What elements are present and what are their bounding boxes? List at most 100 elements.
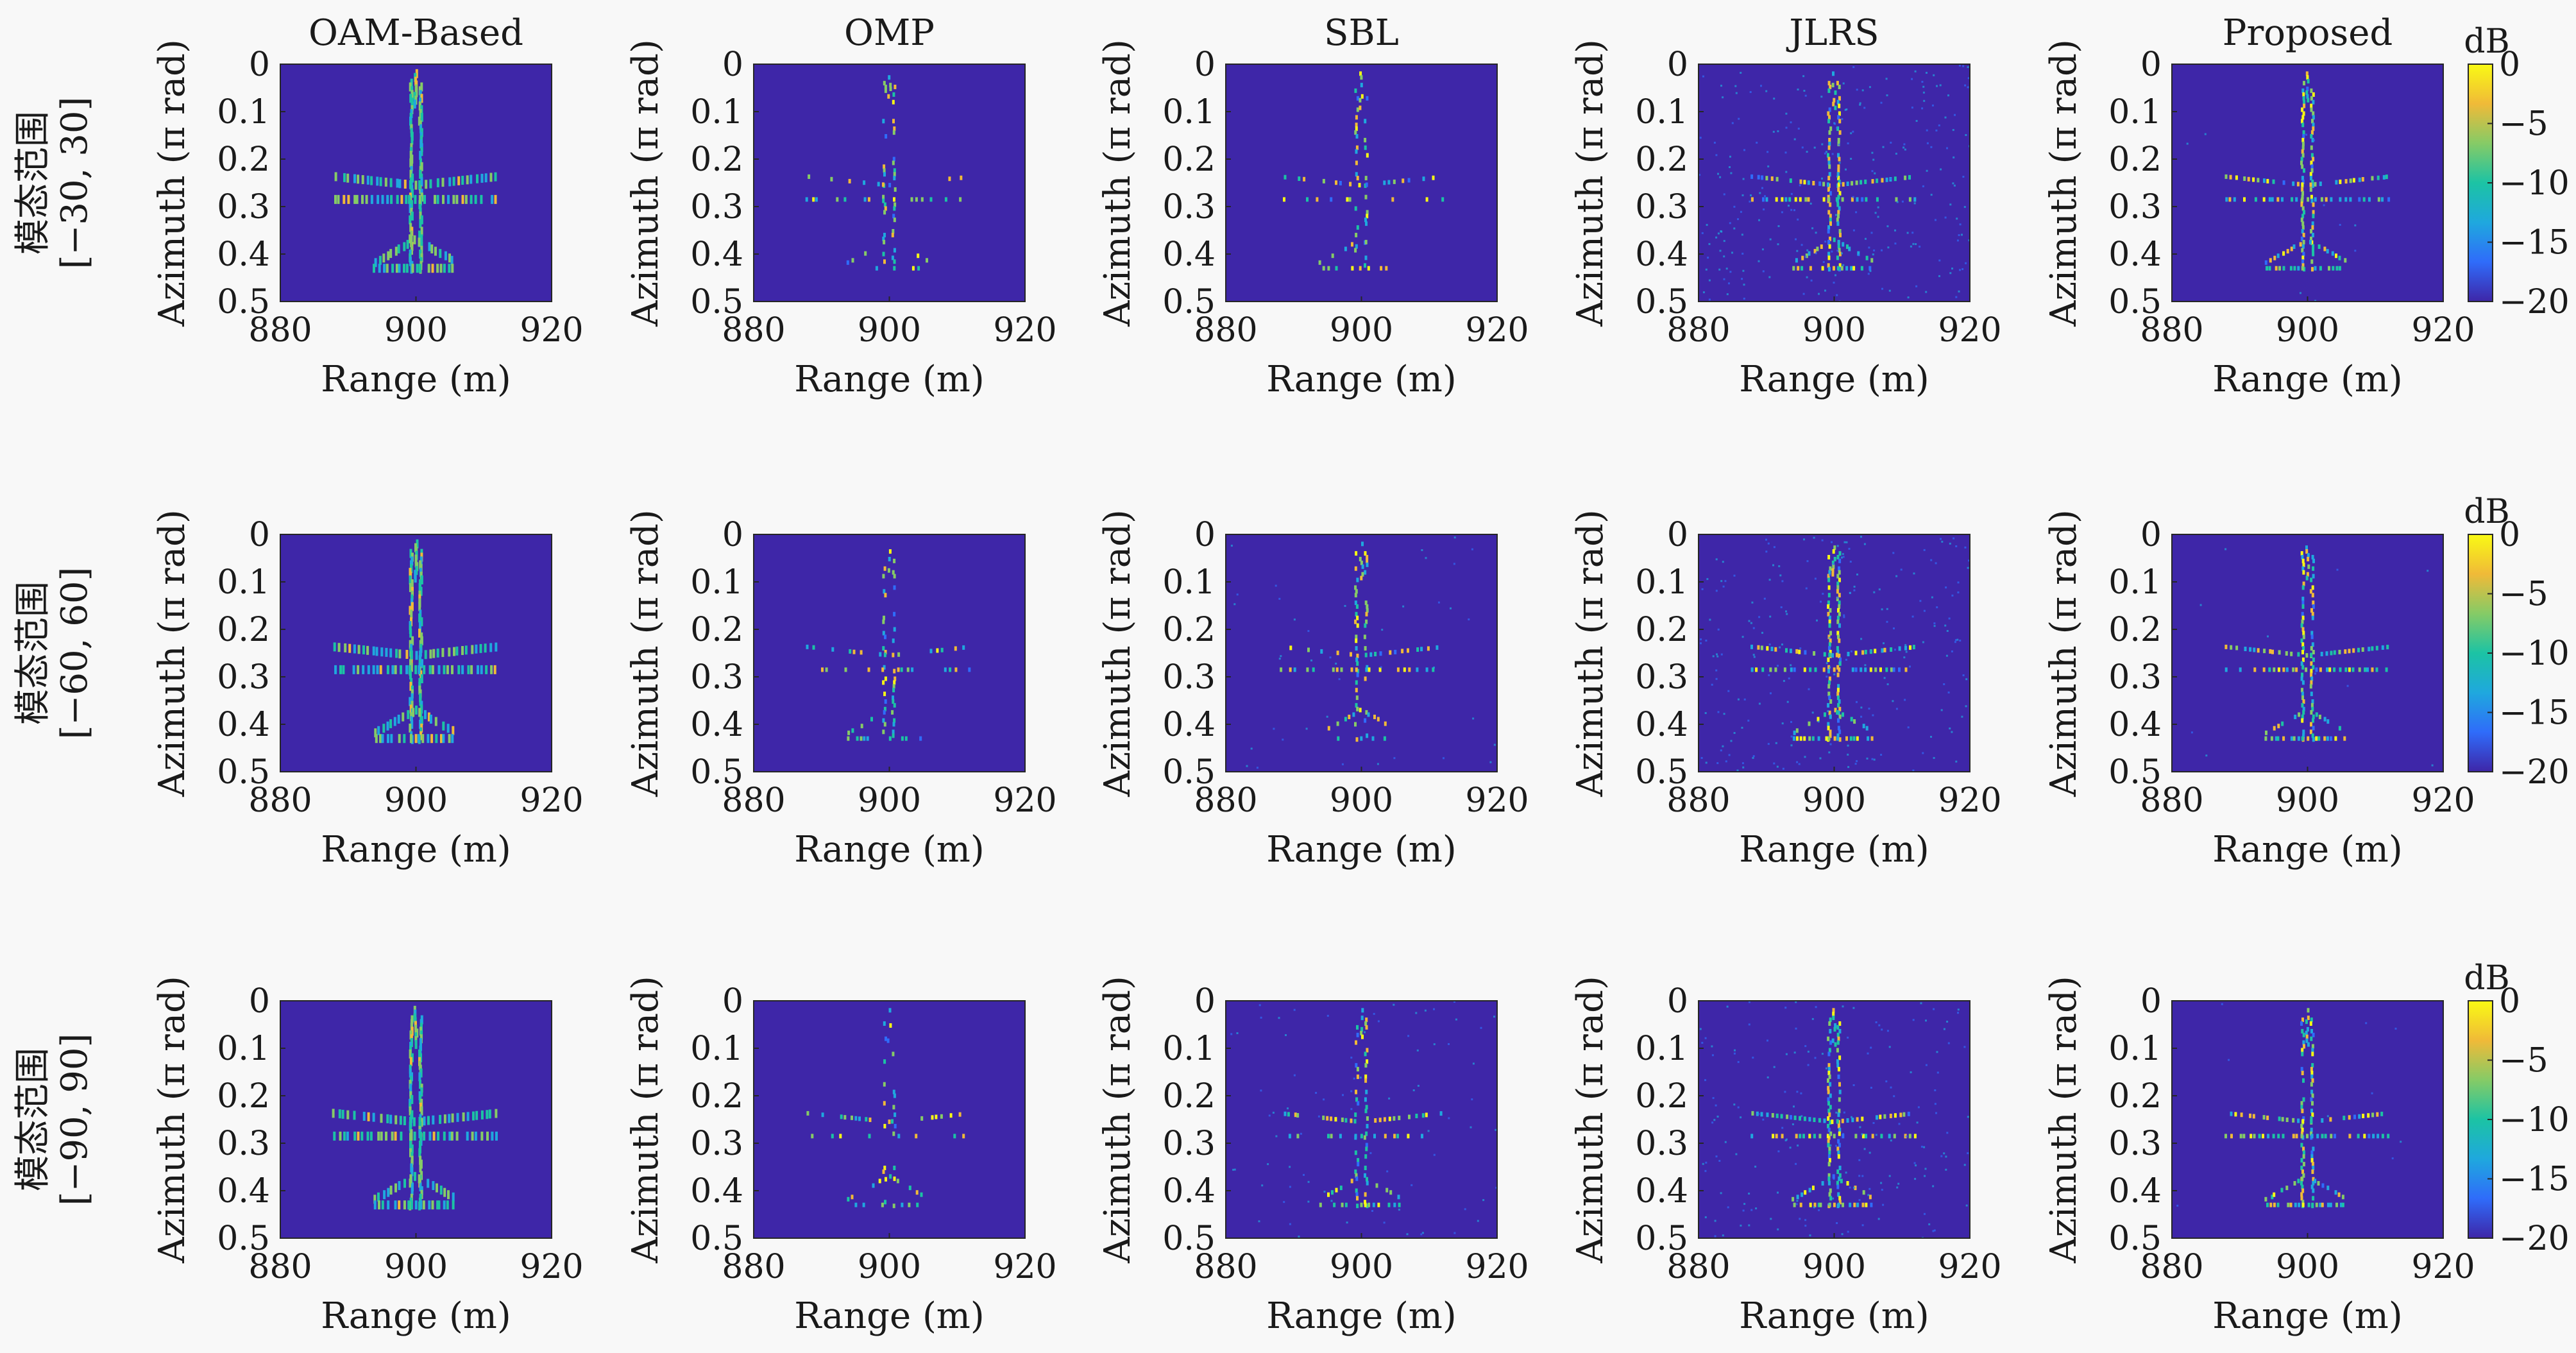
image-pixel: [2300, 676, 2303, 681]
image-pixel: [1364, 600, 1368, 606]
image-pixel: [1827, 263, 1830, 268]
image-pixels: [1230, 1001, 1497, 1238]
image-pixel: [1832, 1012, 1835, 1017]
image-pixel: [2290, 246, 2293, 251]
image-pixel: [1827, 239, 1831, 244]
noise-pixel: [1751, 601, 1754, 604]
noise-pixel: [1945, 586, 1947, 589]
image-pixels: [1283, 71, 1445, 271]
image-pixel: [2310, 1082, 2313, 1087]
image-pixel: [2302, 631, 2305, 636]
image-pixel: [1366, 558, 1369, 563]
noise-pixel: [1735, 92, 1738, 94]
noise-pixel: [1741, 726, 1743, 729]
image-pixel: [2311, 1169, 2314, 1174]
image-pixel: [884, 634, 886, 640]
noise-pixel: [1471, 548, 1473, 550]
image-pixel: [883, 615, 885, 620]
noise-pixel: [1713, 141, 1716, 144]
image-pixel: [429, 649, 432, 659]
image-pixel: [893, 206, 896, 211]
image-pixel: [2312, 214, 2315, 219]
image-pixel: [1799, 1202, 1802, 1207]
image-pixel: [893, 1093, 896, 1098]
image-pixel: [2291, 197, 2294, 202]
image-pixel: [2258, 1134, 2261, 1139]
image-pixel: [1335, 180, 1337, 185]
image-pixel: [436, 194, 439, 204]
image-pixel: [2257, 178, 2260, 183]
colorbar-tick-label: −10: [2499, 1101, 2570, 1139]
image-pixel: [2268, 197, 2271, 202]
image-pixel: [2312, 714, 2315, 719]
image-pixel: [1827, 157, 1831, 162]
noise-pixel: [1947, 1042, 1950, 1044]
noise-pixel: [1813, 536, 1815, 539]
image-pixel: [2305, 575, 2309, 581]
image-pixel: [2301, 176, 2304, 181]
image-pixel: [418, 708, 421, 717]
image-pixel: [1827, 1143, 1830, 1148]
x-tick-label: 920: [2411, 311, 2475, 350]
image-pixel: [1354, 566, 1357, 571]
noise-pixel: [1953, 537, 1955, 540]
image-pixel: [334, 172, 337, 182]
image-pixel: [1838, 1082, 1841, 1087]
y-tick-label: 0.5: [217, 283, 270, 321]
noise-pixel: [1790, 720, 1792, 723]
noise-pixel: [1881, 608, 1883, 611]
noise-pixel: [1842, 1133, 1845, 1136]
image-pixel: [2310, 652, 2313, 658]
panel-background: [754, 64, 1025, 302]
noise-pixel: [1350, 1057, 1353, 1059]
y-tick-label: 0.3: [1162, 658, 1216, 697]
noise-pixel: [1275, 1135, 1278, 1137]
image-pixel: [1838, 714, 1842, 719]
x-tick-label: 900: [2276, 781, 2339, 820]
image-pixel: [2310, 1089, 2314, 1094]
image-pixel: [1827, 1154, 1831, 1159]
image-pixel: [1789, 178, 1792, 183]
image-pixel: [2295, 1134, 2298, 1139]
image-pixel: [2275, 736, 2278, 741]
image-pixel: [1351, 242, 1353, 247]
noise-pixel: [1901, 200, 1904, 203]
noise-pixel: [1962, 674, 1965, 677]
image-pixel: [418, 237, 421, 247]
image-pixel: [2311, 119, 2314, 124]
noise-pixel: [1940, 1155, 1943, 1157]
image-pixel: [2273, 1192, 2276, 1197]
image-pixel: [1837, 153, 1840, 158]
image-pixel: [1841, 1118, 1844, 1123]
image-pixel: [2296, 182, 2300, 187]
image-pixel: [1851, 197, 1854, 202]
image-pixel: [2302, 729, 2305, 735]
noise-pixel: [1377, 1020, 1380, 1023]
image-pixel: [467, 665, 470, 674]
image-pixel: [1367, 712, 1370, 717]
noise-pixel: [1730, 740, 1733, 742]
image-pixel: [940, 647, 944, 652]
noise-pixel: [1853, 586, 1856, 588]
image-pixel: [882, 680, 885, 685]
image-pixel: [2302, 232, 2305, 237]
image-pixel: [1784, 197, 1788, 202]
image-pixel: [424, 710, 427, 719]
image-pixel: [1365, 667, 1368, 672]
noise-pixel: [1849, 561, 1852, 563]
noise-pixel: [1701, 588, 1704, 590]
image-pixel: [1364, 176, 1368, 181]
image-pixel: [1827, 574, 1830, 579]
y-axis-label: Azimuth (π rad): [151, 976, 193, 1264]
image-pixel: [1355, 244, 1358, 249]
noise-pixel: [1956, 217, 1958, 220]
image-pixel: [2301, 1202, 2305, 1207]
image-pixel: [1832, 71, 1835, 76]
image-pixel: [1750, 667, 1754, 672]
image-pixel: [440, 734, 443, 744]
noise-pixel: [1959, 223, 1962, 226]
image-pixel: [1364, 1200, 1366, 1205]
image-pixel: [1832, 1174, 1835, 1179]
